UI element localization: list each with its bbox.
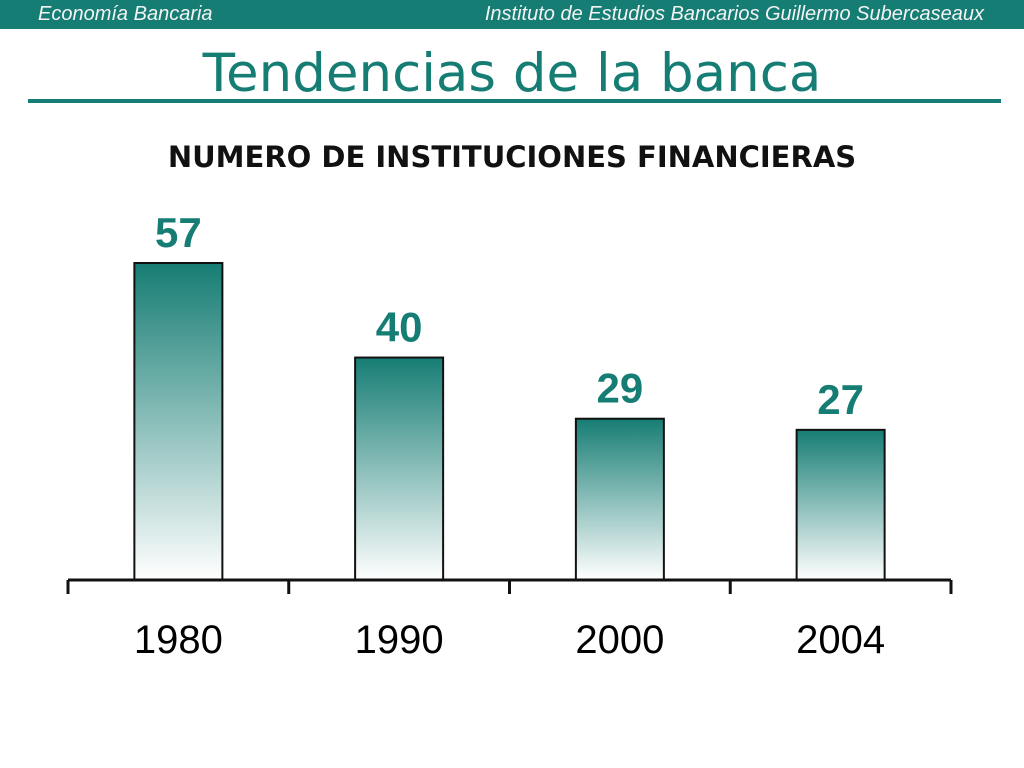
bar-2004 bbox=[795, 428, 886, 581]
header-institute-name: Instituto de Estudios Bancarios Guillerm… bbox=[484, 3, 984, 25]
header-bar: Economía Bancaria Instituto de Estudios … bbox=[0, 0, 1024, 29]
data-label-1980: 57 bbox=[155, 209, 202, 256]
x-tick-label-2004: 2004 bbox=[796, 618, 885, 662]
data-label-2000: 29 bbox=[597, 365, 644, 412]
data-label-2004: 27 bbox=[817, 376, 864, 423]
x-tick-label-2000: 2000 bbox=[575, 618, 664, 662]
x-tick-label-1990: 1990 bbox=[355, 618, 444, 662]
x-tick-label-1980: 1980 bbox=[134, 618, 223, 662]
bar-1980 bbox=[133, 262, 224, 581]
data-label-1990: 40 bbox=[376, 304, 423, 351]
header-course-name: Economía Bancaria bbox=[38, 3, 213, 25]
chart-title: NUMERO DE INSTITUCIONES FINANCIERAS bbox=[167, 140, 857, 174]
title-underline bbox=[28, 99, 1001, 103]
bar-1990 bbox=[354, 356, 445, 581]
slide-title: Tendencias de la banca bbox=[202, 43, 822, 104]
bar-2000 bbox=[574, 417, 665, 581]
